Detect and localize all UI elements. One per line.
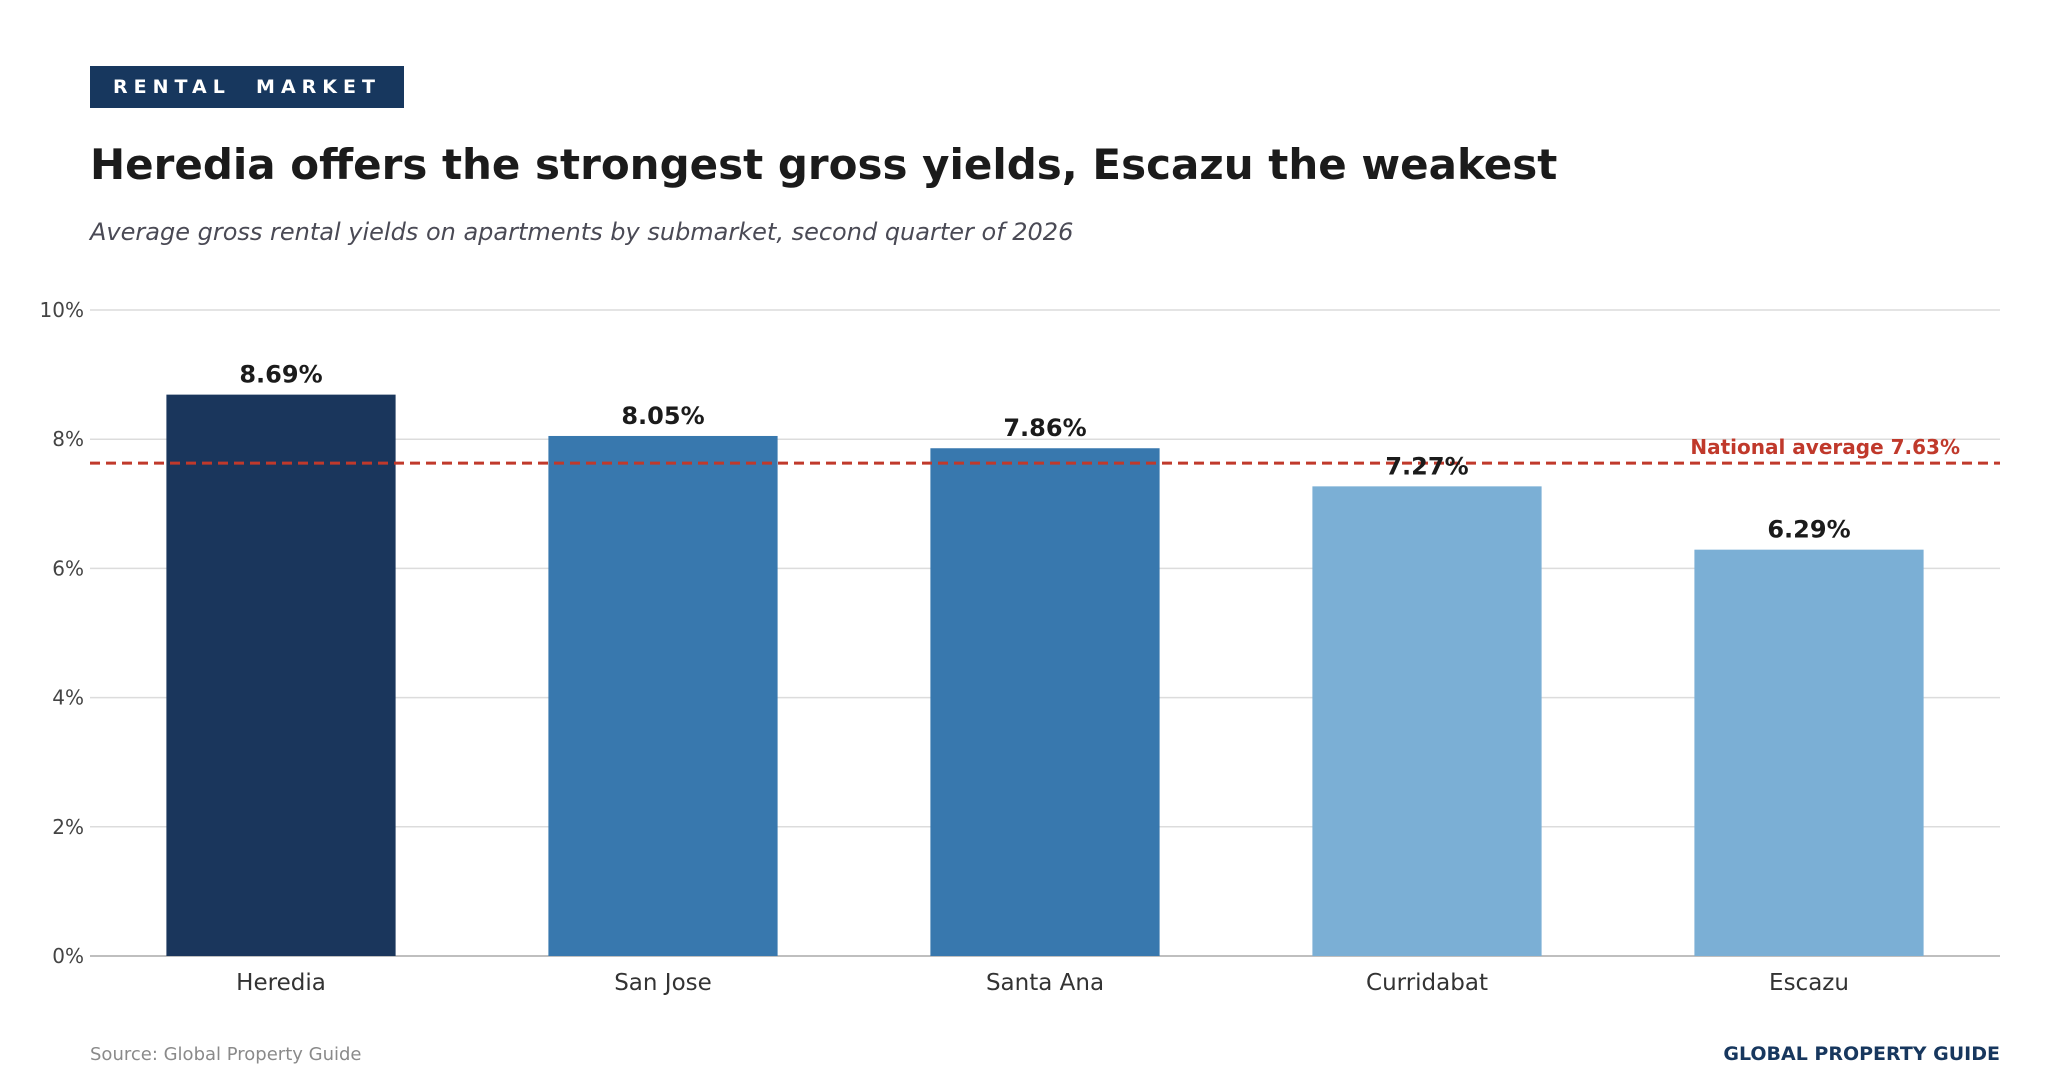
bar-escazu — [1694, 549, 1924, 956]
y-tick-label: 8% — [52, 427, 84, 451]
x-tick-label: Heredia — [236, 970, 326, 996]
bar-san-jose — [548, 435, 778, 957]
section-badge: RENTAL MARKET — [90, 66, 404, 108]
brand-logo-text: GLOBAL PROPERTY GUIDE — [1723, 1043, 2000, 1065]
y-tick-label: 0% — [52, 944, 84, 968]
y-tick-label: 6% — [52, 556, 84, 580]
data-label: 8.05% — [621, 402, 704, 430]
y-tick-label: 4% — [52, 686, 84, 710]
x-tick-label: Curridabat — [1366, 970, 1488, 996]
y-tick-label: 2% — [52, 815, 84, 839]
chart-subtitle: Average gross rental yields on apartment… — [90, 218, 1074, 246]
x-tick-label: Santa Ana — [986, 970, 1104, 996]
national-average-label: National average 7.63% — [1690, 435, 1960, 459]
data-labels: 8.69% 8.05% 7.86% 7.27% 6.29% — [239, 361, 1850, 544]
y-tick-label: 10% — [40, 298, 84, 322]
data-label: 7.86% — [1003, 414, 1086, 442]
source-note: Source: Global Property Guide — [90, 1044, 362, 1065]
bar-heredia — [166, 394, 396, 957]
bar-santa-ana — [930, 448, 1160, 956]
data-label: 7.27% — [1385, 452, 1468, 480]
bar-curridabat — [1312, 486, 1542, 956]
chart-title: Heredia offers the strongest gross yield… — [90, 140, 1558, 189]
x-axis-ticks: Heredia San Jose Santa Ana Curridabat Escazu — [236, 970, 1849, 996]
bars — [166, 394, 1924, 957]
reference-line-group: National average 7.63% — [90, 435, 2000, 465]
y-axis-ticks: 0% 2% 4% 6% 8% 10% — [40, 298, 84, 968]
x-tick-label: San Jose — [614, 970, 712, 996]
x-tick-label: Escazu — [1769, 970, 1849, 996]
data-label: 6.29% — [1767, 516, 1850, 544]
data-label: 8.69% — [239, 361, 322, 389]
